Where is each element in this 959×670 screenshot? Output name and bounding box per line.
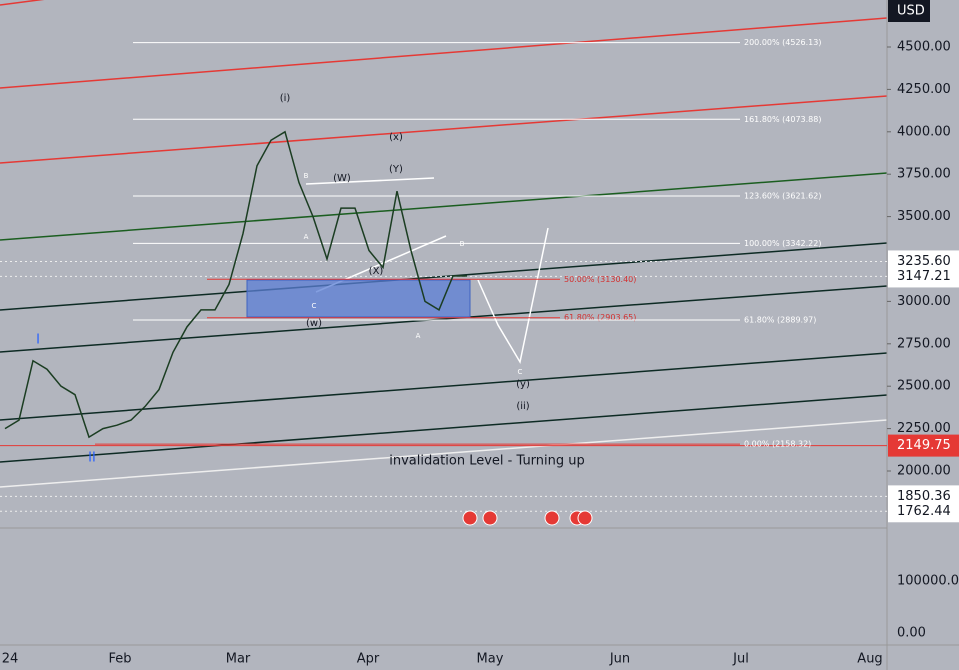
time-tick-label: Aug [857, 652, 882, 667]
wave-label: B [304, 172, 309, 180]
fib-label: 123.60% (3621.62) [744, 191, 821, 200]
price-badge [888, 434, 959, 457]
volume-tick-label: 100000.00 [897, 574, 959, 589]
event-icon [577, 510, 593, 526]
annotation: invalidation Level - Turning up [389, 454, 585, 469]
price-tick-label: 4250.00 [897, 82, 951, 97]
wave-label: (W) [333, 173, 351, 184]
volume-tick-label: 0.00 [897, 626, 926, 641]
currency-badge [888, 0, 930, 22]
price-badge [888, 265, 959, 288]
price-tick-label: 3000.00 [897, 294, 951, 309]
time-tick-label: May [477, 652, 504, 667]
price-badge-label: 1762.44 [897, 504, 951, 519]
price-tick-label: 3750.00 [897, 167, 951, 182]
wave-label: C [518, 368, 523, 376]
fib-label: 61.80% (2889.97) [744, 316, 816, 325]
price-badge [888, 500, 959, 523]
price-badge-label: 3147.21 [897, 269, 951, 284]
wave-label: A [416, 332, 421, 340]
price-tick-label: 3500.00 [897, 209, 951, 224]
wave-label: (X) [369, 266, 384, 277]
price-tick-label: 2750.00 [897, 336, 951, 351]
price-badge-label: 3235.60 [897, 254, 951, 269]
price-tick-label: 4500.00 [897, 40, 951, 55]
fib-label: 200.00% (4526.13) [744, 38, 821, 47]
wave-label: (x) [389, 132, 403, 143]
price-tick-label: 4000.00 [897, 124, 951, 139]
price-tick-label: 2500.00 [897, 379, 951, 394]
time-tick-label: Jun [609, 652, 630, 667]
fib-label: 100.00% (3342.22) [744, 239, 821, 248]
wave-label: (y) [516, 379, 530, 390]
wave-label: II [88, 451, 96, 466]
fib-label: 161.80% (4073.88) [744, 115, 821, 124]
event-icon [462, 510, 478, 526]
wave-label: (w) [306, 318, 322, 329]
wave-label: (ii) [516, 401, 529, 412]
price-tick-label: 2000.00 [897, 464, 951, 479]
time-tick-label: Feb [108, 652, 131, 667]
time-tick-label: 24 [2, 652, 19, 667]
wave-label: I [36, 333, 40, 348]
wave-label: C [312, 302, 317, 310]
wave-label: A [304, 233, 309, 241]
wave-label: (Y) [389, 164, 403, 175]
wave-label: B [460, 240, 465, 248]
currency: USD [897, 4, 925, 19]
price-tick-label: 2250.00 [897, 421, 951, 436]
time-tick-label: Mar [226, 652, 251, 667]
fib-label: 50.00% (3130.40) [564, 275, 636, 284]
fib-label: 61.80% (2903.65) [564, 313, 636, 322]
wave-label: (i) [280, 93, 291, 104]
zone [246, 279, 471, 318]
event-icon [544, 510, 560, 526]
time-tick-label: Apr [357, 652, 380, 667]
fib-label: 0.00% (2158.32) [744, 440, 811, 449]
price-badge-label: 1850.36 [897, 489, 951, 504]
event-icon [482, 510, 498, 526]
time-tick-label: Jul [732, 652, 749, 667]
price-line-series [4, 130, 467, 439]
price-badge-label: 2149.75 [897, 438, 951, 453]
